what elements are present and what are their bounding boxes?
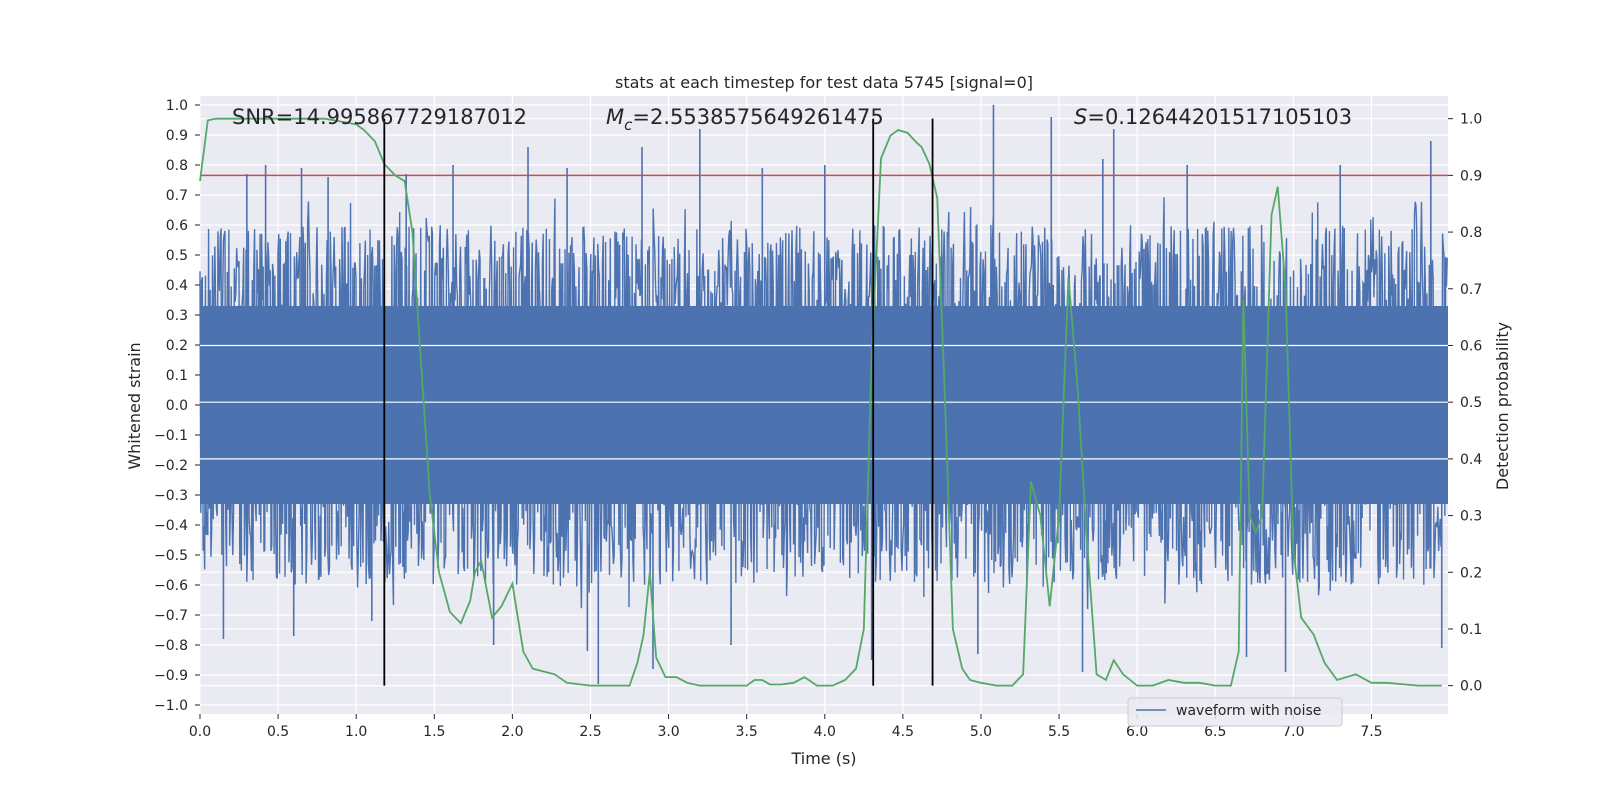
y-left-tick-label: −0.5 [154, 548, 188, 564]
y-right-tick-label: 0.4 [1460, 452, 1482, 468]
y-right-tick-label: 0.5 [1460, 395, 1482, 411]
s-annotation: S=0.12644201517105103 [1074, 105, 1352, 129]
x-tick-label: 2.0 [501, 724, 523, 740]
y-left-tick-label: 0.8 [166, 158, 188, 174]
vertical-lines-layer [383, 118, 934, 686]
y-left-tick-label: 0.2 [166, 338, 188, 354]
waveform-layer [199, 105, 1448, 684]
chirp-mass-subscript: c [624, 116, 633, 134]
y-left-tick-label: 0.3 [166, 308, 188, 324]
x-tick-label: 5.5 [1048, 724, 1070, 740]
y-right-tick-label: 0.9 [1460, 168, 1482, 184]
x-tick-label: 4.0 [814, 724, 836, 740]
y-left-tick-label: −0.9 [154, 668, 188, 684]
legend-box [1127, 697, 1343, 727]
legend: waveform with noise [1127, 697, 1343, 727]
y-right-tick-label: 0.7 [1460, 282, 1482, 298]
y-axis-label-left: Whitened strain [125, 342, 144, 469]
probability-layer [199, 117, 1442, 687]
y-left-tick-label: −0.6 [154, 578, 188, 594]
y-axis-label-right: Detection probability [1493, 322, 1512, 490]
chart-title: stats at each timestep for test data 574… [615, 73, 1033, 92]
y-left-tick-label: 0.7 [166, 188, 188, 204]
y-left-tick-label: −1.0 [154, 698, 188, 714]
x-tick-label: 2.5 [579, 724, 601, 740]
x-axis-label: Time (s) [790, 749, 856, 768]
x-tick-label: 7.0 [1282, 724, 1304, 740]
s-symbol: S [1074, 105, 1087, 129]
y-left-tick-label: 0.0 [166, 398, 188, 414]
x-tick-label: 5.0 [970, 724, 992, 740]
x-tick-label: 6.0 [1126, 724, 1148, 740]
y-left-tick-label: 0.4 [166, 278, 188, 294]
snr-annotation: SNR=14.995867729187012 [232, 105, 527, 129]
chirp-mass-symbol: M [606, 105, 624, 129]
y-right-tick-label: 0.1 [1460, 622, 1482, 638]
x-tick-label: 0.5 [267, 724, 289, 740]
y-left-tick-label: 0.9 [166, 128, 188, 144]
x-tick-label: 1.5 [423, 724, 445, 740]
s-value: =0.12644201517105103 [1087, 105, 1352, 129]
y-right-tick-label: 0.3 [1460, 509, 1482, 525]
y-right-tick-label: 1.0 [1460, 112, 1482, 128]
x-tick-label: 3.0 [657, 724, 679, 740]
y-left-tick-label: −0.2 [154, 458, 188, 474]
x-tick-label: 6.5 [1204, 724, 1226, 740]
x-tick-label: 1.0 [345, 724, 367, 740]
y-right-tick-label: 0.8 [1460, 225, 1482, 241]
y-right-tick-label: 0.2 [1460, 565, 1482, 581]
y-left-tick-label: −0.8 [154, 638, 188, 654]
y-left-tick-label: 1.0 [166, 98, 188, 114]
y-left-tick-label: −0.1 [154, 428, 188, 444]
y-left-tick-label: −0.4 [154, 518, 188, 534]
legend-label: waveform with noise [1176, 703, 1321, 719]
y-right-tick-label: 0.6 [1460, 338, 1482, 354]
ticks-layer: 0.0 0.5 1.0 1.5 2.0 2.5 3.0 3.5 4.0 4.5 5.0 5.5 6.0 6… [154, 98, 1482, 740]
y-left-tick-label: 0.1 [166, 368, 188, 384]
x-tick-label: 4.5 [892, 724, 914, 740]
y-right-tick-label: 0.0 [1460, 679, 1482, 695]
y-left-tick-label: 0.5 [166, 248, 188, 264]
chirp-mass-annotation: Mc=2.5538575649261475 [606, 105, 884, 134]
probability-line [199, 117, 1442, 687]
y-left-tick-label: 0.6 [166, 218, 188, 234]
x-tick-label: 0.0 [189, 724, 211, 740]
y-left-tick-label: −0.3 [154, 488, 188, 504]
waveform-line [199, 197, 1448, 610]
y-left-tick-label: −0.7 [154, 608, 188, 624]
chirp-mass-value: =2.5538575649261475 [632, 105, 883, 129]
x-tick-label: 3.5 [736, 724, 758, 740]
x-tick-label: 7.5 [1360, 724, 1382, 740]
